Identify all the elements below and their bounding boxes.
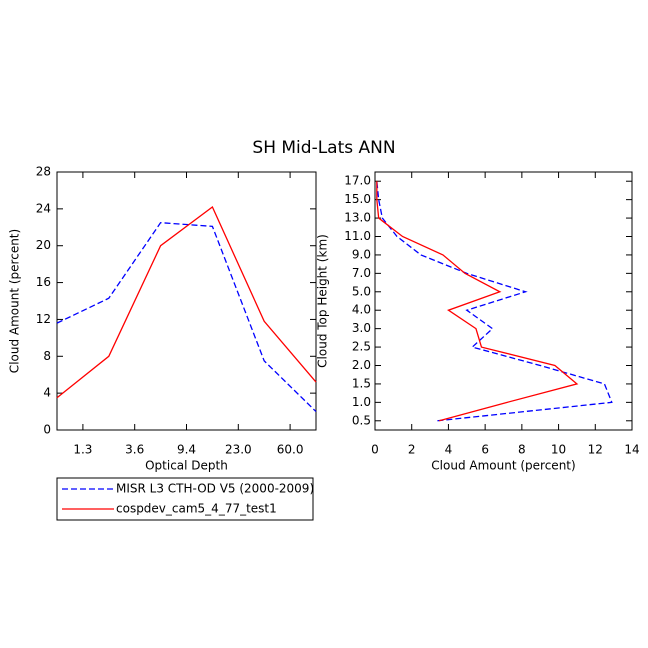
x-tick-label: 2 bbox=[408, 443, 416, 457]
legend-label: MISR L3 CTH-OD V5 (2000-2009) bbox=[116, 482, 314, 496]
y-tick-label: 15.0 bbox=[344, 192, 371, 206]
y-tick-label: 5.0 bbox=[352, 284, 371, 298]
y-tick-label: 2.5 bbox=[352, 340, 371, 354]
x-tick-label: 60.0 bbox=[277, 443, 304, 457]
plot-frame bbox=[56, 171, 317, 431]
legend-box bbox=[56, 477, 314, 521]
y-tick-label: 4.0 bbox=[352, 303, 371, 317]
y-tick-label: 0 bbox=[43, 423, 51, 437]
legend-label: cospdev_cam5_4_77_test1 bbox=[116, 502, 277, 516]
y-tick-label: 7.0 bbox=[352, 266, 371, 280]
y-tick-label: 11.0 bbox=[344, 229, 371, 243]
y-tick-label: 12 bbox=[36, 312, 51, 326]
y-tick-label: 4 bbox=[43, 386, 51, 400]
y-tick-label: 28 bbox=[36, 165, 51, 179]
y-tick-label: 24 bbox=[36, 201, 51, 215]
chart-title: SH Mid-Lats ANN bbox=[252, 138, 395, 158]
y-tick-label: 8 bbox=[43, 349, 51, 363]
x-tick-label: 10 bbox=[551, 443, 566, 457]
y-tick-label: 2.0 bbox=[352, 358, 371, 372]
series-line bbox=[56, 206, 317, 399]
series-line bbox=[56, 222, 317, 413]
y-tick-label: 3.0 bbox=[352, 321, 371, 335]
y-tick-label: 13.0 bbox=[344, 211, 371, 225]
y-tick-label: 16 bbox=[36, 275, 51, 289]
x-axis-label: Optical Depth bbox=[145, 459, 228, 473]
x-tick-label: 4 bbox=[445, 443, 453, 457]
y-tick-label: 20 bbox=[36, 238, 51, 252]
x-tick-label: 3.6 bbox=[125, 443, 144, 457]
series-line bbox=[376, 181, 613, 422]
x-tick-label: 1.3 bbox=[73, 443, 92, 457]
x-tick-label: 0 bbox=[371, 443, 379, 457]
y-tick-label: 0.5 bbox=[352, 413, 371, 427]
y-tick-label: 1.5 bbox=[352, 376, 371, 390]
y-tick-label: 17.0 bbox=[344, 174, 371, 188]
plot-frame bbox=[374, 171, 633, 431]
series-line bbox=[376, 181, 579, 422]
y-tick-label: 1.0 bbox=[352, 395, 371, 409]
x-tick-label: 23.0 bbox=[225, 443, 252, 457]
x-tick-label: 12 bbox=[588, 443, 603, 457]
x-axis-label: Cloud Amount (percent) bbox=[431, 459, 575, 473]
x-tick-label: 6 bbox=[481, 443, 489, 457]
x-tick-label: 8 bbox=[518, 443, 526, 457]
y-axis-label: Cloud Top Height (km) bbox=[316, 234, 330, 368]
y-tick-label: 9.0 bbox=[352, 247, 371, 261]
x-tick-label: 9.4 bbox=[177, 443, 196, 457]
x-tick-label: 14 bbox=[624, 443, 639, 457]
y-axis-label: Cloud Amount (percent) bbox=[8, 229, 22, 373]
